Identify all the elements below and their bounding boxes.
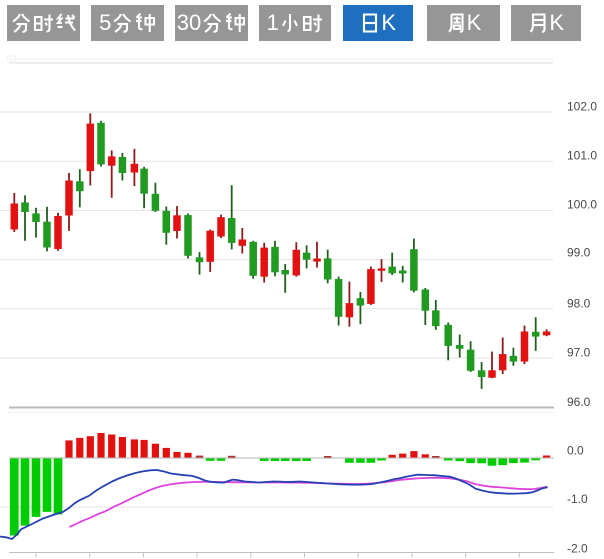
svg-text:0.0: 0.0 [567,444,584,458]
svg-text:100.0: 100.0 [567,198,597,212]
svg-text:-2.0: -2.0 [567,542,588,556]
svg-text:99.0: 99.0 [567,246,591,260]
svg-text:102.0: 102.0 [567,100,597,114]
svg-text:96.0: 96.0 [567,395,591,409]
svg-text:101.0: 101.0 [567,149,597,163]
svg-text:-1.0: -1.0 [567,492,588,506]
svg-text:98.0: 98.0 [567,297,591,311]
svg-text:97.0: 97.0 [567,346,591,360]
